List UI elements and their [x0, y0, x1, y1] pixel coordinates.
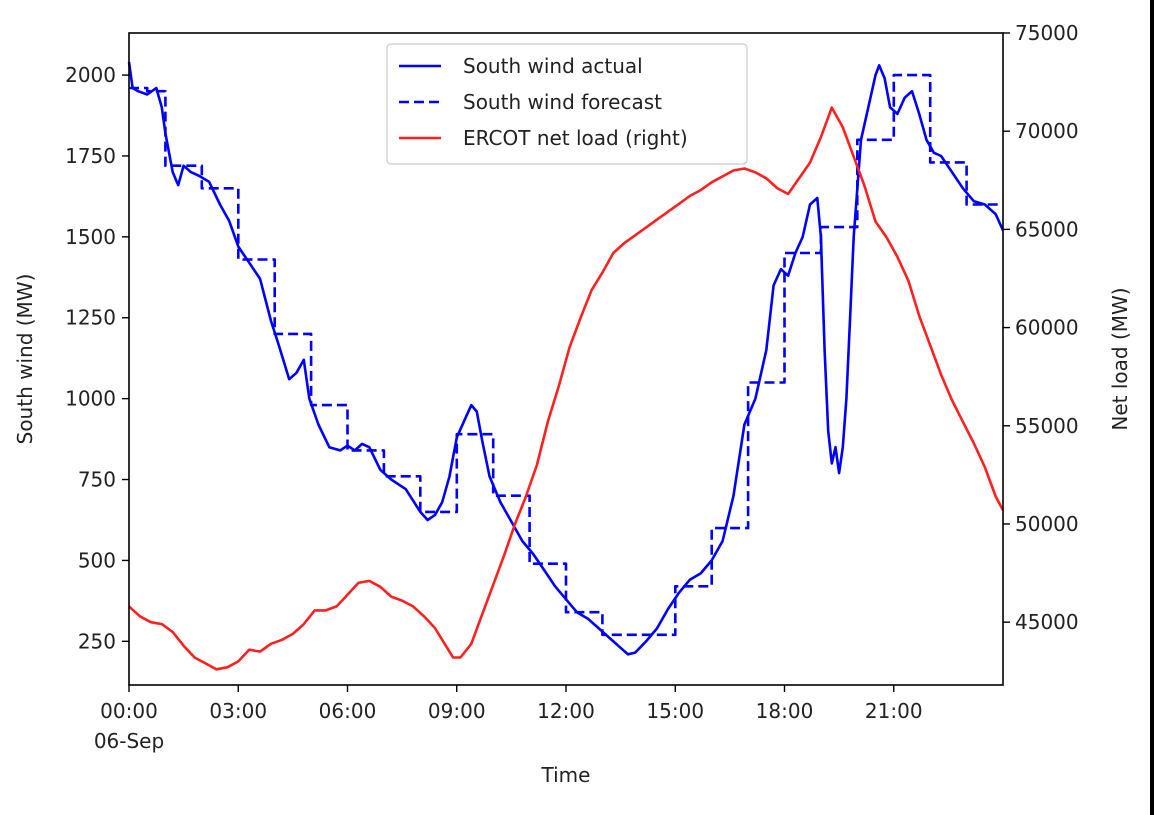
chart-lines — [127, 61, 1005, 671]
x-tick-label: 09:00 — [428, 699, 486, 723]
legend-label-net-load: ERCOT net load (right) — [463, 126, 688, 150]
left-y-tick-label: 1000 — [65, 387, 116, 411]
wind-actual-line — [127, 61, 1005, 656]
left-y-axis-ticks: 250 500 750 1000 1250 1500 1750 2000 — [65, 63, 129, 653]
legend-label-wind-forecast: South wind forecast — [463, 90, 662, 114]
right-y-axis-ticks: 45000 50000 55000 60000 65000 70000 75000 — [1003, 21, 1079, 634]
right-y-tick-label: 70000 — [1015, 119, 1079, 143]
x-tick-label: 06:00 — [319, 699, 377, 723]
left-y-tick-label: 1750 — [65, 144, 116, 168]
right-y-tick-label: 60000 — [1015, 316, 1079, 340]
legend: South wind actual South wind forecast ER… — [386, 43, 748, 165]
x-tick-label: 03:00 — [209, 699, 267, 723]
x-axis-label: Time — [541, 763, 591, 787]
right-y-tick-label: 50000 — [1015, 512, 1079, 536]
x-tick-label: 12:00 — [537, 699, 595, 723]
right-y-axis-label: Net load (MW) — [1108, 287, 1132, 430]
net-load-line — [128, 106, 1005, 671]
legend-label-wind-actual: South wind actual — [463, 54, 643, 78]
legend-box — [386, 43, 748, 165]
right-y-tick-label: 45000 — [1015, 610, 1079, 634]
right-y-tick-label: 75000 — [1015, 21, 1079, 45]
left-y-tick-label: 750 — [78, 468, 116, 492]
right-y-tick-label: 65000 — [1015, 217, 1079, 241]
x-tick-date-label: 06-Sep — [94, 729, 164, 753]
left-y-tick-label: 500 — [78, 548, 116, 572]
x-tick-label: 21:00 — [865, 699, 923, 723]
x-tick-label: 18:00 — [756, 699, 814, 723]
wind-forecast-line — [129, 73, 1003, 637]
left-y-axis-label: South wind (MW) — [13, 274, 37, 445]
x-tick-label: 00:00 — [100, 699, 158, 723]
left-y-tick-label: 2000 — [65, 63, 116, 87]
right-y-tick-label: 55000 — [1015, 414, 1079, 438]
left-y-tick-label: 1250 — [65, 306, 116, 330]
x-tick-label: 15:00 — [646, 699, 704, 723]
left-y-tick-label: 1500 — [65, 225, 116, 249]
x-axis-ticks: 00:00 03:00 06:00 09:00 12:00 15:00 18:00 21:00… — [94, 685, 923, 753]
window-edge — [1150, 0, 1154, 815]
left-y-tick-label: 250 — [78, 629, 116, 653]
